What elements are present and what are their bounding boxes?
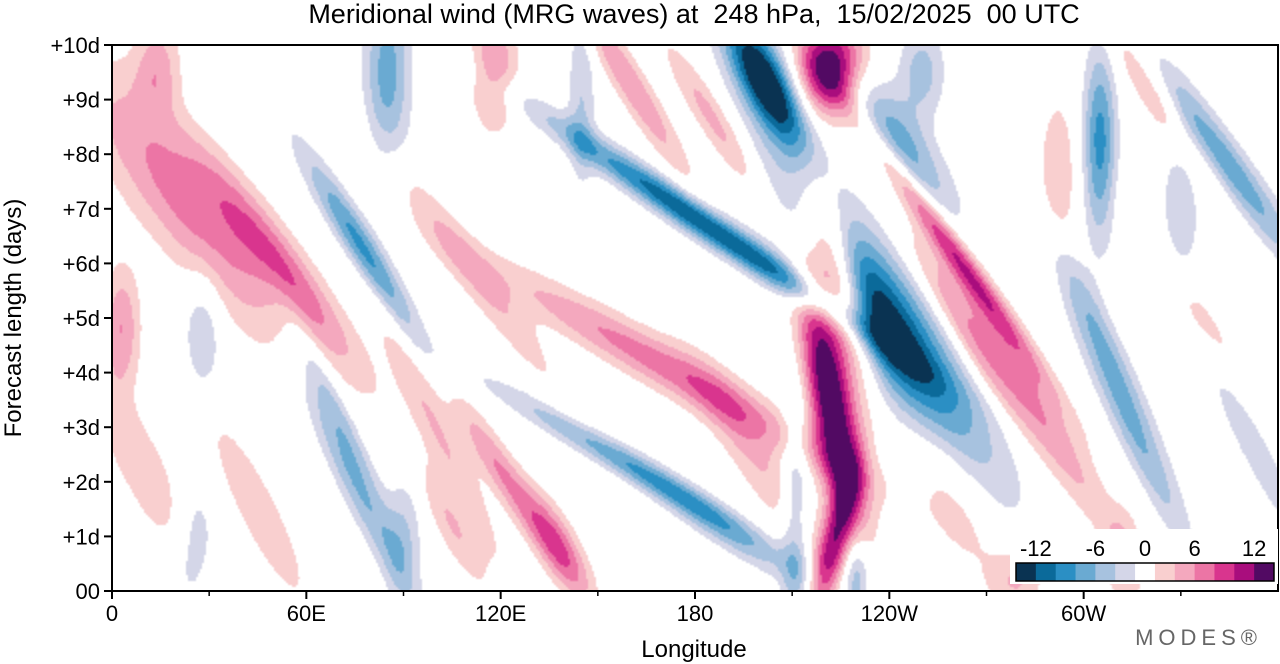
y-tick-label: +5d (63, 306, 100, 331)
y-tick-label: +1d (63, 524, 100, 549)
colorbar-tick-label: 12 (1242, 536, 1266, 561)
x-tick-label: 0 (106, 601, 118, 626)
y-axis: 00 +1d +2d +3d +4d +5d +6d +7d +8d +9d +10d (50, 33, 112, 604)
colorbar-swatch (1016, 563, 1037, 581)
x-tick-label: 60W (1061, 601, 1106, 626)
colorbar-swatch (1194, 563, 1215, 581)
plot-area (111, 44, 1279, 592)
x-tick-label: 60E (287, 601, 326, 626)
colorbar-swatch (1174, 563, 1196, 581)
colorbar-swatch (1055, 563, 1077, 581)
colorbar-tick-label: 6 (1188, 536, 1200, 561)
y-tick-label: +3d (63, 415, 100, 440)
colorbar-legend: -12 -6 0 6 12 (1010, 529, 1278, 584)
x-tick-label: 180 (677, 601, 714, 626)
y-tick-label: 00 (76, 579, 100, 604)
colorbar-tick-label: 0 (1139, 536, 1151, 561)
y-tick-label: +10d (50, 33, 100, 58)
colorbar-swatch (1234, 563, 1255, 581)
x-tick-label: 120W (861, 601, 919, 626)
colorbar-tick-label: -6 (1086, 536, 1106, 561)
colorbar-swatch (1135, 563, 1156, 581)
colorbar-swatch (1095, 563, 1116, 581)
colorbar-swatch (1035, 563, 1057, 581)
y-tick-label: +4d (63, 361, 100, 386)
chart-title: Meridional wind (MRG waves) at 248 hPa, … (308, 0, 1079, 29)
heatmap-field (112, 45, 1278, 591)
x-axis: 0 60E 120E 180 120W 60W (106, 591, 1182, 626)
y-tick-label: +6d (63, 251, 100, 276)
colorbar-swatch (1154, 563, 1176, 581)
colorbar-tick-label: -12 (1020, 536, 1052, 561)
x-tick-label: 120E (475, 601, 526, 626)
y-tick-label: +8d (63, 142, 100, 167)
brand-logo: MODES® (1135, 625, 1262, 650)
y-axis-label: Forecast length (days) (0, 199, 27, 438)
colorbar-swatch (1254, 563, 1275, 581)
y-tick-label: +9d (63, 88, 100, 113)
colorbar-swatch (1075, 563, 1096, 581)
x-axis-label: Longitude (641, 636, 746, 663)
colorbar-frame (1015, 562, 1275, 582)
colorbar-swatch (1115, 563, 1136, 581)
y-tick-label: +2d (63, 470, 100, 495)
y-tick-label: +7d (63, 197, 100, 222)
colorbar-swatch (1214, 563, 1235, 581)
